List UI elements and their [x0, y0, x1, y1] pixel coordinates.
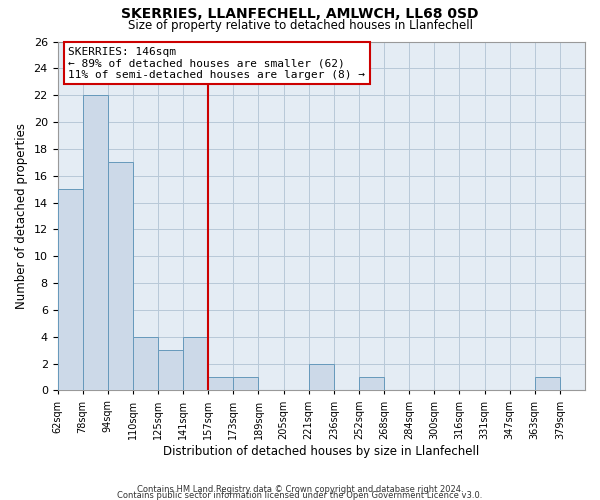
Bar [58, 189, 83, 390]
Text: Contains HM Land Registry data © Crown copyright and database right 2024.: Contains HM Land Registry data © Crown c… [137, 484, 463, 494]
Bar [158, 350, 183, 391]
Bar [535, 377, 560, 390]
Bar [208, 377, 233, 390]
Text: Size of property relative to detached houses in Llanfechell: Size of property relative to detached ho… [128, 19, 473, 32]
Bar [359, 377, 384, 390]
Bar [83, 95, 108, 390]
Bar [233, 377, 259, 390]
Y-axis label: Number of detached properties: Number of detached properties [15, 123, 28, 309]
Bar [183, 336, 208, 390]
Bar [133, 336, 158, 390]
Text: SKERRIES, LLANFECHELL, AMLWCH, LL68 0SD: SKERRIES, LLANFECHELL, AMLWCH, LL68 0SD [121, 8, 479, 22]
Bar [108, 162, 133, 390]
Text: Contains public sector information licensed under the Open Government Licence v3: Contains public sector information licen… [118, 490, 482, 500]
X-axis label: Distribution of detached houses by size in Llanfechell: Distribution of detached houses by size … [163, 444, 479, 458]
Bar [309, 364, 334, 390]
Text: SKERRIES: 146sqm
← 89% of detached houses are smaller (62)
11% of semi-detached : SKERRIES: 146sqm ← 89% of detached house… [68, 46, 365, 80]
